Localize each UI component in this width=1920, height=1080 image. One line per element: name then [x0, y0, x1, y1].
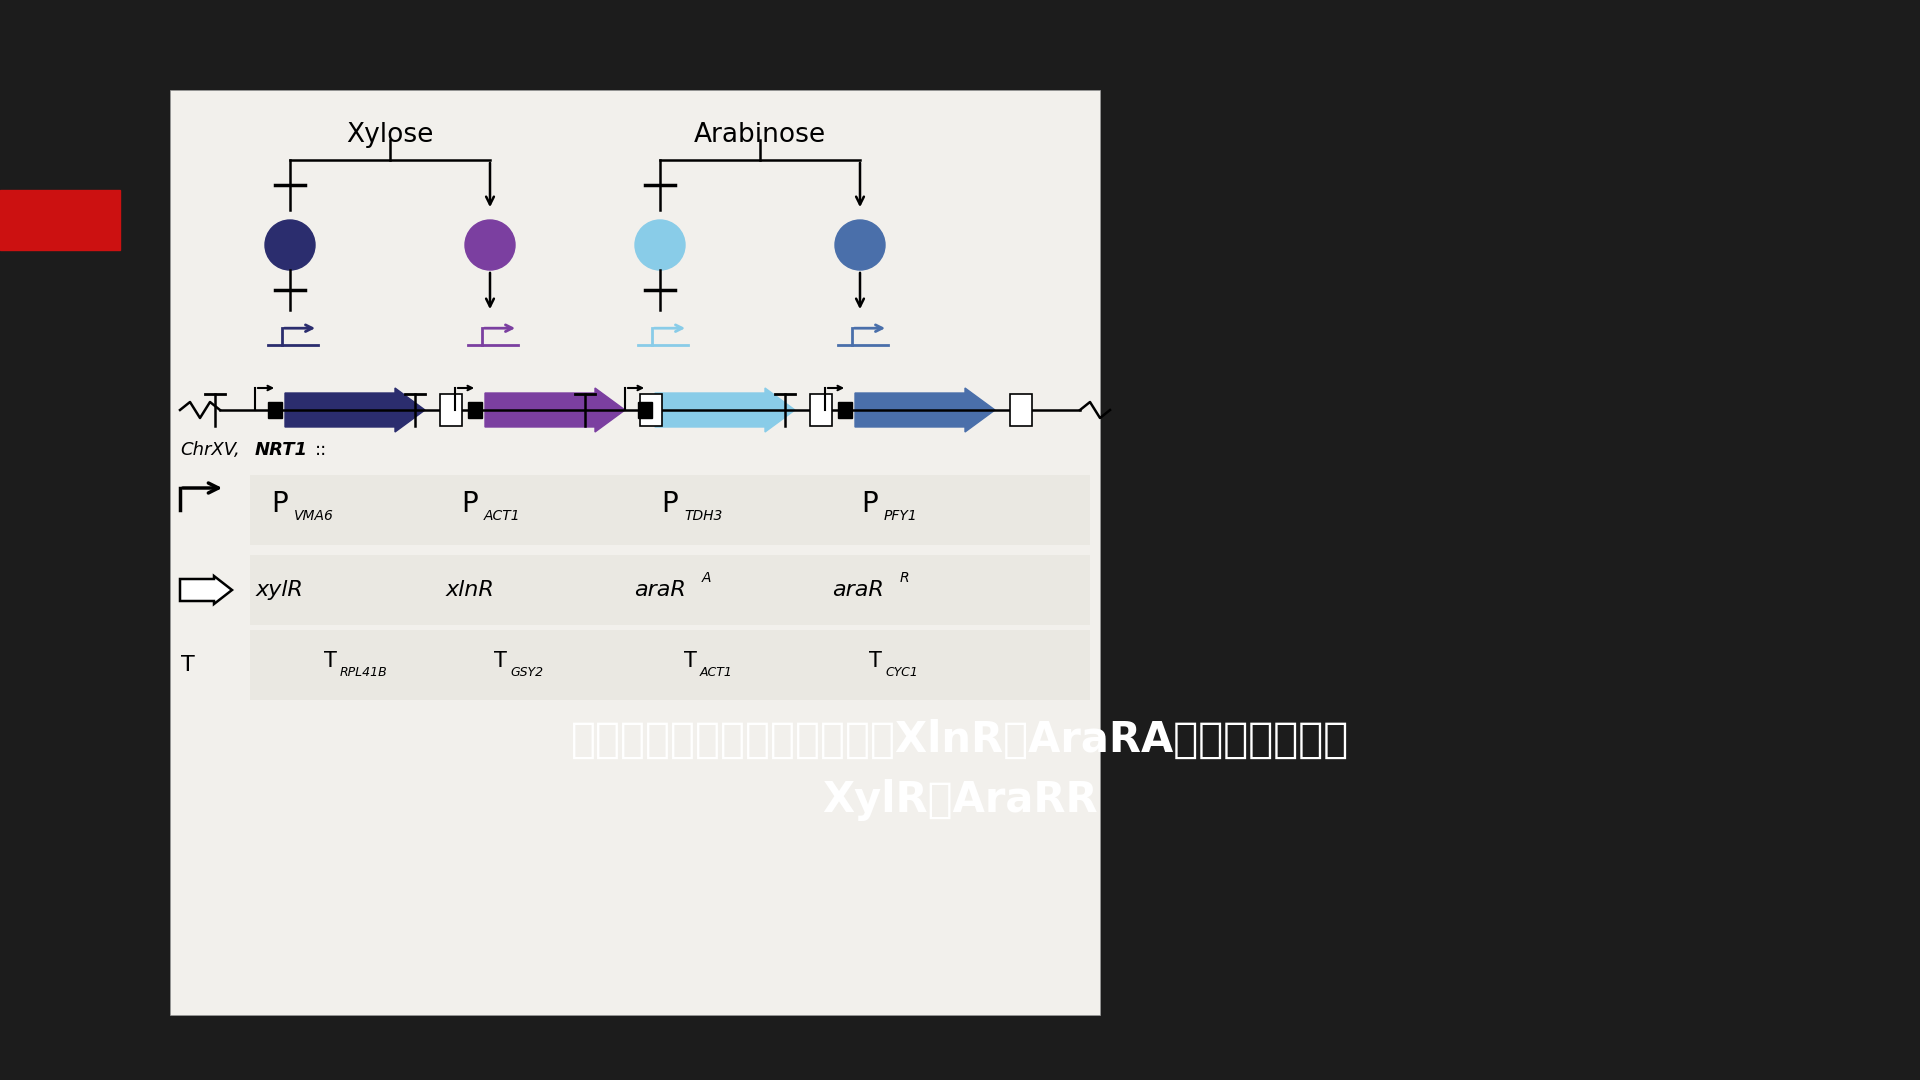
FancyArrow shape [284, 388, 424, 432]
Text: araR: araR [634, 580, 685, 600]
Text: T: T [493, 651, 507, 671]
Text: xylR: xylR [255, 580, 303, 600]
Text: CYC1: CYC1 [885, 666, 918, 679]
Text: ChrXV,: ChrXV, [180, 441, 240, 459]
Bar [1010, 394, 1033, 426]
Bar [810, 394, 831, 426]
Text: PFY1: PFY1 [883, 509, 918, 523]
Text: RPL41B: RPL41B [340, 666, 388, 679]
Text: Arabinose: Arabinose [693, 122, 826, 148]
Bar [250, 630, 1091, 700]
Text: P: P [461, 490, 478, 518]
Bar [637, 402, 653, 418]
FancyArrow shape [486, 388, 626, 432]
Bar [0, 190, 119, 249]
Text: GSY2: GSY2 [511, 666, 543, 679]
Text: araR: araR [831, 580, 883, 600]
Text: T: T [324, 651, 336, 671]
FancyArrow shape [655, 388, 795, 432]
Text: VMA6: VMA6 [294, 509, 334, 523]
Bar [837, 402, 852, 418]
Bar [639, 394, 662, 426]
Text: A: A [703, 571, 712, 585]
Text: ACT1: ACT1 [701, 666, 733, 679]
Ellipse shape [835, 220, 885, 270]
Text: 我们利用来自曲霉的真核激活XlnR和AraRA以及细菌阻阻剂: 我们利用来自曲霉的真核激活XlnR和AraRA以及细菌阻阻剂 [570, 719, 1350, 761]
Text: T: T [684, 651, 697, 671]
Text: P: P [271, 490, 288, 518]
Bar [250, 475, 1091, 545]
Text: ACT1: ACT1 [484, 509, 520, 523]
Text: NRT1: NRT1 [255, 441, 307, 459]
Bar [440, 394, 463, 426]
Text: xlnR: xlnR [445, 580, 495, 600]
Text: P: P [862, 490, 877, 518]
Bar [269, 402, 282, 418]
Text: R: R [900, 571, 910, 585]
FancyArrow shape [854, 388, 995, 432]
Text: P: P [662, 490, 678, 518]
Ellipse shape [465, 220, 515, 270]
Text: Xylose: Xylose [346, 122, 434, 148]
Text: XylR和AraRR: XylR和AraRR [822, 779, 1098, 821]
Bar [468, 402, 482, 418]
Text: TDH3: TDH3 [684, 509, 722, 523]
Text: T: T [180, 654, 194, 675]
Ellipse shape [265, 220, 315, 270]
Text: T: T [868, 651, 881, 671]
Text: ::: :: [315, 441, 326, 459]
Bar [171, 90, 1100, 1015]
Bar [250, 555, 1091, 625]
FancyArrow shape [180, 576, 232, 604]
Ellipse shape [636, 220, 685, 270]
